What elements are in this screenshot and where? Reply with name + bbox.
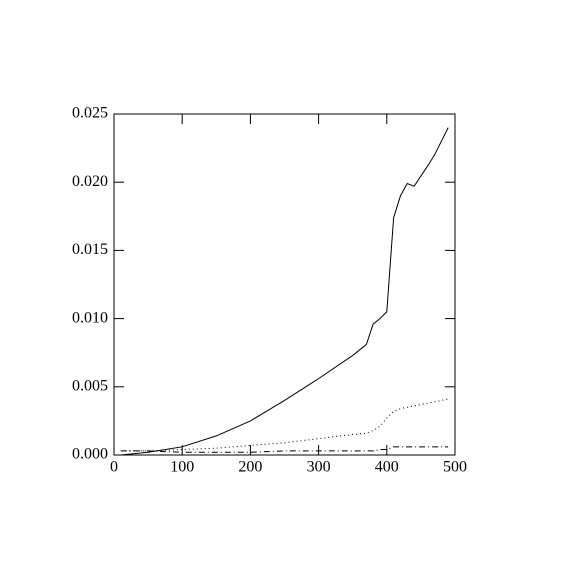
y-tick-label: 0.005 xyxy=(72,377,108,394)
x-tick-label: 400 xyxy=(375,459,399,476)
data-line xyxy=(120,127,449,456)
x-tick-label: 300 xyxy=(307,459,331,476)
y-tick-label: 0.020 xyxy=(72,173,108,190)
x-tick-label: 200 xyxy=(238,459,262,476)
y-tick-label: 0.025 xyxy=(72,105,108,122)
data-line xyxy=(120,398,449,452)
x-tick-label: 500 xyxy=(443,459,467,476)
plot-frame xyxy=(113,113,456,456)
x-tick-label: 100 xyxy=(170,459,194,476)
x-tick-label: 0 xyxy=(110,459,118,476)
y-tick-label: 0.015 xyxy=(72,241,108,258)
y-tick-label: 0.010 xyxy=(72,309,108,326)
y-tick-label: 0.000 xyxy=(72,446,108,463)
data-line xyxy=(120,446,449,453)
